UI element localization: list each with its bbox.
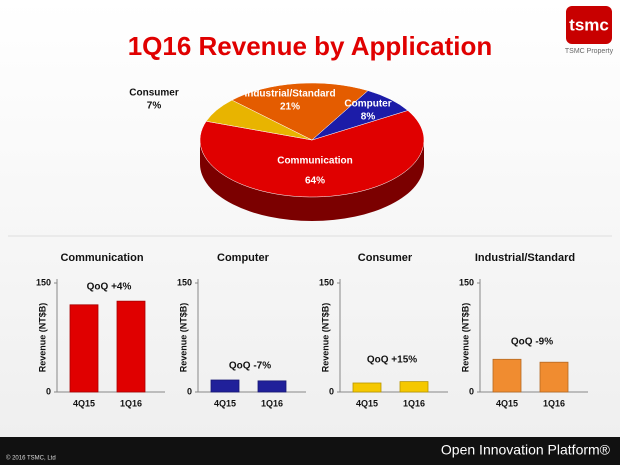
y-tick-label: 150 xyxy=(36,277,51,287)
copyright: © 2016 TSMC, Ltd xyxy=(6,455,56,462)
x-tick-label: 4Q15 xyxy=(214,398,236,408)
pie-chart: Communication 64% Computer 8% Consumer 7% Indu… xyxy=(129,82,425,221)
slice-value: 21% xyxy=(280,102,300,113)
y-tick-label: 0 xyxy=(46,386,51,396)
bar-chart: Industrial/Standard Revenue (NT$B) 0 150 4Q1… xyxy=(459,252,588,408)
slice-value: 7% xyxy=(147,101,162,112)
logo-caption: TSMC Property xyxy=(565,48,614,55)
panel-title: Computer xyxy=(217,252,270,264)
bar xyxy=(257,380,287,393)
slice-label: Communication xyxy=(277,156,353,167)
x-tick-label: 1Q16 xyxy=(261,398,283,408)
tagline: Open Innovation Platform® xyxy=(441,442,611,458)
y-axis-label: Revenue (NT$B) xyxy=(178,303,188,373)
slice-label: Consumer xyxy=(129,88,179,99)
x-tick-label: 4Q15 xyxy=(496,398,518,408)
slice-side xyxy=(200,140,424,221)
slice-label: Computer xyxy=(344,99,391,110)
y-tick-label: 0 xyxy=(329,386,334,396)
annotation: QoQ -7% xyxy=(229,361,271,372)
x-tick-label: 1Q16 xyxy=(403,398,425,408)
bar xyxy=(116,300,146,393)
y-axis-label: Revenue (NT$B) xyxy=(460,303,470,373)
pie-slice xyxy=(199,110,425,198)
y-axis-label: Revenue (NT$B) xyxy=(320,303,330,373)
bar xyxy=(352,382,382,393)
bar xyxy=(539,361,569,393)
bar xyxy=(399,381,429,393)
bar xyxy=(69,304,99,393)
pie-slice xyxy=(311,90,409,141)
bar-chart: Computer Revenue (NT$B) 0 150 4Q15 1Q16 QoQ -7… xyxy=(177,252,306,408)
annotation: QoQ -9% xyxy=(511,337,553,348)
y-tick-label: 150 xyxy=(459,277,474,287)
y-tick-label: 150 xyxy=(177,277,192,287)
y-tick-label: 0 xyxy=(469,386,474,396)
x-tick-label: 4Q15 xyxy=(73,398,95,408)
slide-title: 1Q16 Revenue by Application xyxy=(128,31,493,61)
bar-chart: Consumer Revenue (NT$B) 0 150 4Q15 1Q16 QoQ +1… xyxy=(319,252,448,408)
slice-label: Industrial/Standard xyxy=(244,89,335,100)
logo-badge xyxy=(566,6,612,44)
y-tick-label: 150 xyxy=(319,277,334,287)
logo-text: tsmc xyxy=(569,15,609,34)
slice-value: 8% xyxy=(361,112,376,123)
panel-title: Communication xyxy=(60,252,143,264)
y-tick-label: 0 xyxy=(187,386,192,396)
panel-title: Industrial/Standard xyxy=(475,252,575,264)
x-tick-label: 1Q16 xyxy=(543,398,565,408)
x-tick-label: 4Q15 xyxy=(356,398,378,408)
x-tick-label: 1Q16 xyxy=(120,398,142,408)
bar xyxy=(492,358,522,393)
bar-chart: Communication Revenue (NT$B) 0 150 4Q15 1Q16 Q… xyxy=(36,252,165,408)
panel-title: Consumer xyxy=(358,252,413,264)
bar xyxy=(210,379,240,393)
footer-bar xyxy=(0,437,620,465)
y-axis-label: Revenue (NT$B) xyxy=(37,303,47,373)
annotation: QoQ +15% xyxy=(367,355,417,366)
slice-value: 64% xyxy=(305,176,325,187)
pie-slice xyxy=(231,82,369,141)
annotation: QoQ +4% xyxy=(87,282,132,293)
